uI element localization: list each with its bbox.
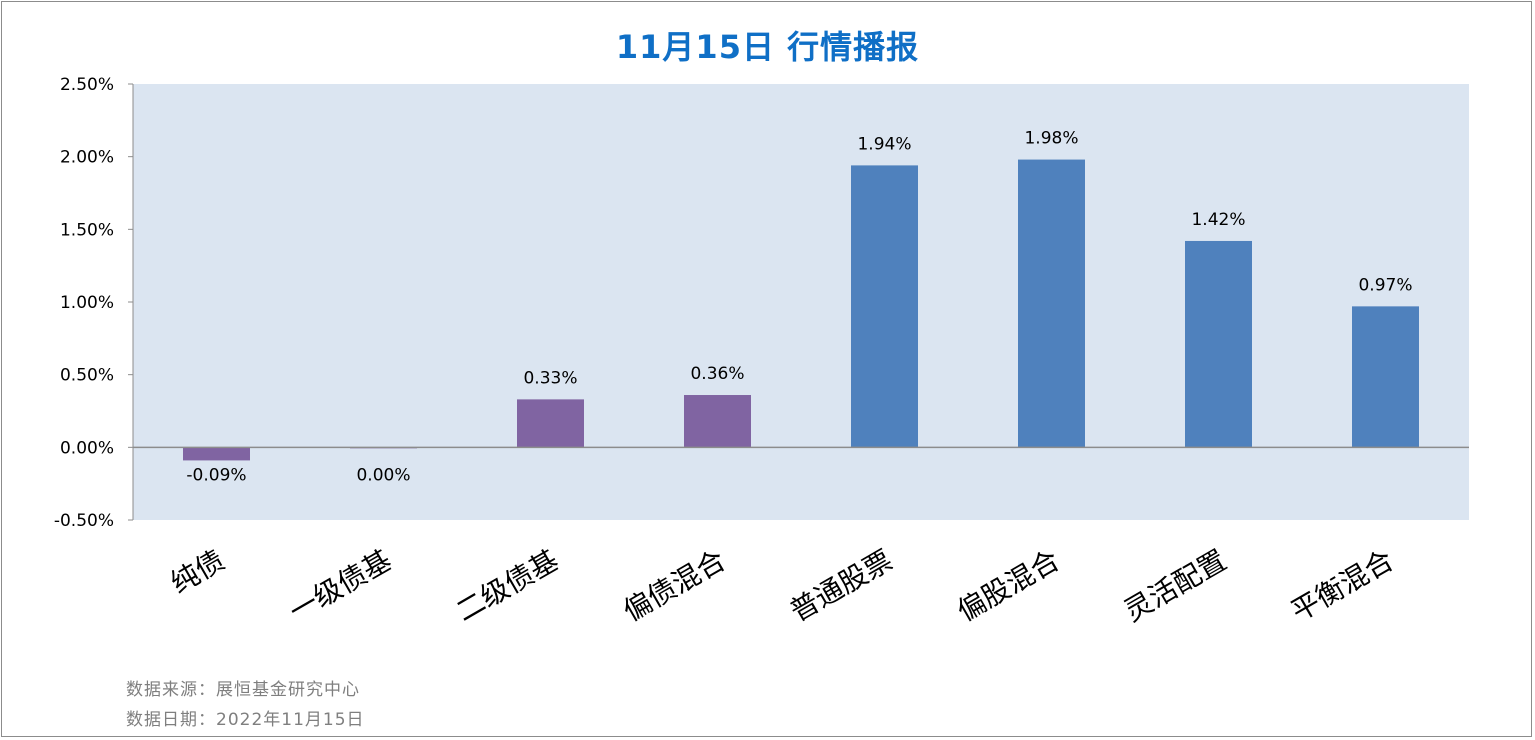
category-label: 纯债 [165,543,230,600]
bar [1352,306,1419,448]
category-label: 一级债基 [283,543,397,628]
bar [183,447,250,461]
data-date-note: 数据日期：2022年11月15日 [126,710,365,730]
bar [684,395,751,448]
plot-area [133,84,1469,520]
y-tick-label: 0.00% [60,438,114,458]
bar-value-label: 0.97% [1358,275,1412,295]
category-label: 二级债基 [450,543,564,628]
bar-value-label: 0.36% [690,364,744,384]
category-label: 偏股混合 [951,543,1065,628]
bar [1185,240,1252,448]
y-tick-label: 1.50% [60,220,114,240]
y-tick-label: 2.50% [60,75,114,95]
y-tick-label: 1.00% [60,293,114,313]
bar [851,165,918,448]
category-label: 偏债混合 [617,543,731,628]
category-label: 灵活配置 [1118,543,1232,628]
y-tick-label: 0.50% [60,366,114,386]
y-tick-label: 2.00% [60,148,114,168]
category-label: 普通股票 [784,543,898,628]
bar-value-label: 1.98% [1024,129,1078,149]
bar-value-label: 0.00% [356,465,410,485]
data-source-note: 数据来源：展恒基金研究中心 [126,680,360,700]
bar [517,399,584,448]
chart-title: 11月15日 行情播报 [615,28,920,66]
bar-value-label: 0.33% [523,368,577,388]
category-label: 平衡混合 [1285,543,1399,628]
bar-value-label: -0.09% [186,465,246,485]
bar-value-label: 1.42% [1191,210,1245,230]
bar-value-label: 1.94% [857,134,911,154]
y-tick-label: -0.50% [54,511,114,531]
bar [1018,159,1085,448]
